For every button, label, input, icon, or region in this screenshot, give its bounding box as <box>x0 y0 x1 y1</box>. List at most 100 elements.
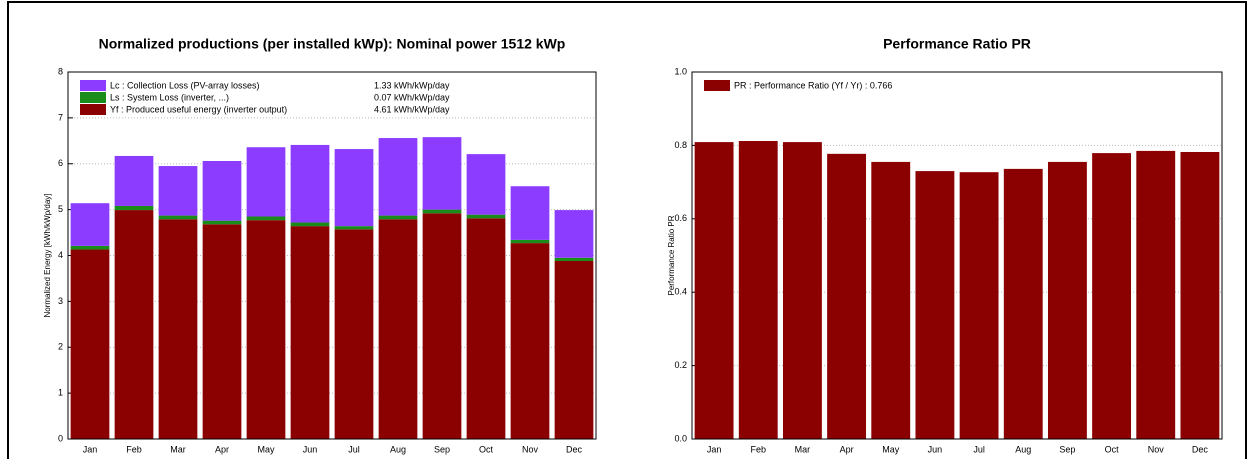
x-tick-label: Feb <box>126 444 142 454</box>
legend-value: 1.33 kWh/kWp/day <box>374 80 450 90</box>
bar <box>1136 150 1176 439</box>
bar <box>378 138 418 216</box>
bar <box>70 249 110 439</box>
legend-swatch <box>704 80 730 91</box>
x-tick-label: Oct <box>479 444 494 454</box>
bar <box>422 213 462 439</box>
bar <box>1180 152 1220 440</box>
bar <box>466 154 506 215</box>
bar <box>158 219 198 439</box>
x-tick-label: Apr <box>840 444 854 454</box>
x-tick-label: Jul <box>973 444 985 454</box>
bar <box>114 205 154 211</box>
bar <box>290 144 330 223</box>
bar <box>1047 161 1087 440</box>
bar <box>202 160 242 221</box>
y-tick-label: 0.4 <box>674 287 687 297</box>
y-tick-label: 0.0 <box>674 433 687 443</box>
bar <box>554 257 594 262</box>
legend-swatch <box>80 92 106 103</box>
bar <box>114 210 154 439</box>
bar <box>554 210 594 258</box>
bar <box>158 166 198 216</box>
bar <box>378 215 418 220</box>
bar <box>915 171 955 439</box>
bar <box>202 220 242 225</box>
y-tick-label: 5 <box>58 204 63 214</box>
x-tick-label: Sep <box>434 444 450 454</box>
bar <box>114 155 154 206</box>
bar <box>422 209 462 214</box>
x-tick-label: Apr <box>215 444 229 454</box>
x-tick-label: Jun <box>928 444 943 454</box>
bar <box>334 229 374 439</box>
bar <box>466 218 506 439</box>
plot-frame <box>691 71 1223 440</box>
legend-label: Ls : System Loss (inverter, ...) <box>110 92 229 102</box>
bar <box>158 215 198 220</box>
x-tick-label: May <box>882 444 900 454</box>
x-tick-label: Jul <box>348 444 360 454</box>
y-tick-label: 1 <box>58 388 63 398</box>
x-tick-label: May <box>257 444 275 454</box>
y-tick-label: 0 <box>58 433 63 443</box>
bar <box>782 142 822 440</box>
y-tick-label: 0.8 <box>674 140 687 150</box>
bar <box>246 216 286 221</box>
x-tick-label: Sep <box>1059 444 1075 454</box>
bar <box>246 147 286 217</box>
y-tick-label: 6 <box>58 158 63 168</box>
y-tick-label: 1.0 <box>674 66 687 76</box>
x-tick-label: Nov <box>1148 444 1165 454</box>
x-tick-label: Dec <box>1192 444 1209 454</box>
bar <box>202 224 242 439</box>
bar <box>959 172 999 440</box>
y-tick-label: 3 <box>58 296 63 306</box>
bar <box>378 219 418 439</box>
legend-value: 0.07 kWh/kWp/day <box>374 92 450 102</box>
panel-border <box>7 1 1247 459</box>
bar <box>70 203 110 246</box>
y-tick-label: 4 <box>58 250 63 260</box>
y-tick-label: 2 <box>58 342 63 352</box>
bar <box>827 153 867 439</box>
chart-title: Performance Ratio PR <box>883 36 1031 52</box>
y-tick-label: 8 <box>58 66 63 76</box>
x-tick-label: Jan <box>707 444 722 454</box>
bar <box>290 226 330 439</box>
plot-area <box>691 71 1223 440</box>
chart-title: Normalized productions (per installed kW… <box>99 36 566 52</box>
x-tick-label: Aug <box>390 444 406 454</box>
legend-label: Lc : Collection Loss (PV-array losses) <box>110 80 260 90</box>
bar <box>70 245 110 250</box>
x-tick-label: Feb <box>750 444 766 454</box>
legend-swatch <box>80 104 106 115</box>
bar <box>334 149 374 227</box>
x-tick-label: Mar <box>170 444 186 454</box>
y-tick-label: 7 <box>58 112 63 122</box>
legend-swatch <box>80 80 106 91</box>
x-tick-label: Aug <box>1015 444 1031 454</box>
legend-label: Yf : Produced useful energy (inverter ou… <box>110 104 287 114</box>
x-tick-label: Mar <box>795 444 811 454</box>
bar <box>334 226 374 230</box>
bar <box>694 142 734 440</box>
legend-value: 4.61 kWh/kWp/day <box>374 104 450 114</box>
bar <box>466 214 506 219</box>
bar <box>510 186 550 240</box>
y-axis-label: Performance Ratio PR <box>667 215 676 295</box>
bar <box>1092 153 1132 439</box>
x-tick-label: Jan <box>83 444 98 454</box>
y-tick-label: 0.2 <box>674 360 687 370</box>
y-tick-label: 0.6 <box>674 213 687 223</box>
bar <box>510 243 550 439</box>
bar <box>510 239 550 244</box>
bar <box>246 220 286 439</box>
legend-label: PR : Performance Ratio (Yf / Yr) : 0.766 <box>734 80 892 90</box>
bar <box>738 140 778 439</box>
bar <box>290 222 330 227</box>
bar <box>422 137 462 210</box>
x-tick-label: Dec <box>566 444 583 454</box>
bar <box>1003 168 1043 439</box>
